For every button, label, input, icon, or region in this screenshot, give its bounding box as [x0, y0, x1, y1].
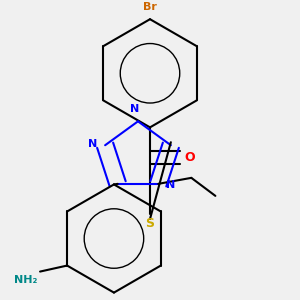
Text: NH₂: NH₂ — [14, 274, 37, 285]
Text: N: N — [130, 104, 140, 114]
Text: O: O — [184, 151, 195, 164]
Text: S: S — [146, 218, 154, 230]
Text: N: N — [88, 139, 98, 149]
Text: Br: Br — [143, 2, 157, 12]
Text: N: N — [166, 180, 175, 190]
